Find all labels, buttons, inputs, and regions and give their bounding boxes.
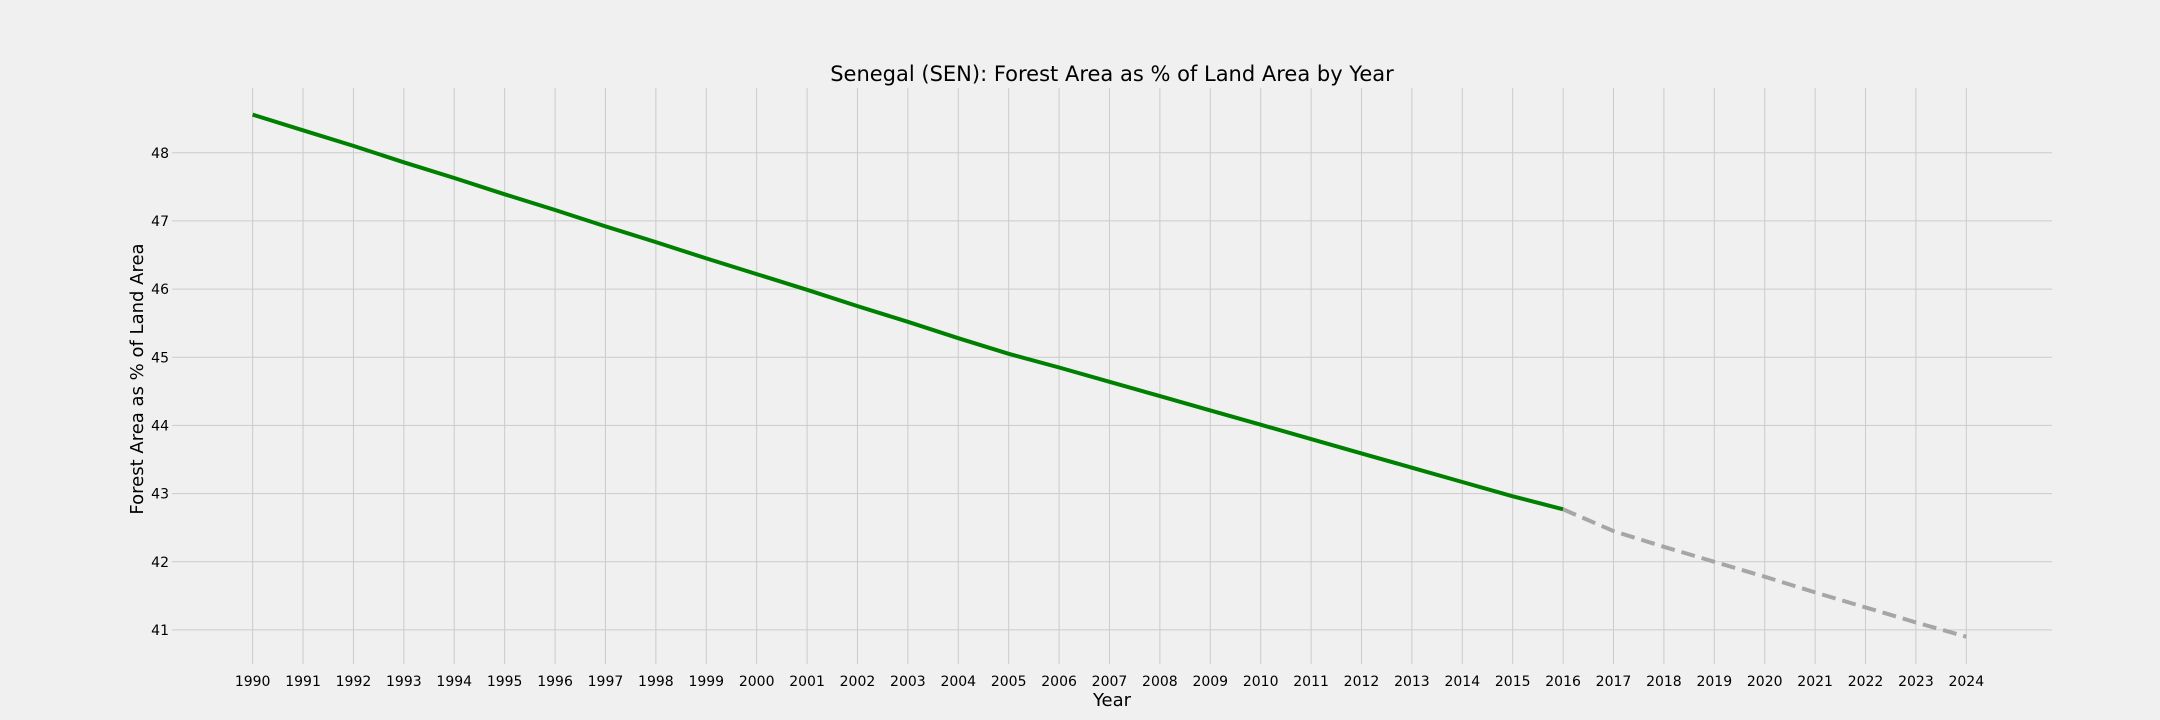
y-tick-label: 42 xyxy=(151,555,169,571)
x-tick-label: 2013 xyxy=(1394,674,1430,690)
historical-series-line xyxy=(252,112,1564,512)
x-tick-label: 2018 xyxy=(1646,674,1682,690)
x-tick-label: 2004 xyxy=(940,674,976,690)
y-axis-label: Forest Area as % of Land Area xyxy=(127,243,148,514)
y-tick-label: 43 xyxy=(151,487,169,503)
x-tick-label: 1996 xyxy=(537,674,573,690)
x-tick-label: 1999 xyxy=(688,674,724,690)
x-tick-label: 2000 xyxy=(739,674,775,690)
y-tick-label: 44 xyxy=(151,418,169,434)
x-tick-label: 2017 xyxy=(1596,674,1632,690)
x-tick-label: 1997 xyxy=(588,674,624,690)
x-tick-label: 2014 xyxy=(1444,674,1480,690)
x-tick-label: 1994 xyxy=(436,674,472,690)
x-tick-label: 1998 xyxy=(638,674,674,690)
x-tick-label: 2005 xyxy=(991,674,1027,690)
x-tick-label: 1995 xyxy=(487,674,523,690)
x-tick-label: 2009 xyxy=(1192,674,1228,690)
x-tick-label: 2020 xyxy=(1747,674,1783,690)
x-tick-label: 2024 xyxy=(1948,674,1984,690)
x-tick-label: 2021 xyxy=(1797,674,1833,690)
x-tick-label: 2007 xyxy=(1092,674,1128,690)
x-tick-label: 2010 xyxy=(1243,674,1279,690)
x-tick-label: 2003 xyxy=(890,674,926,690)
x-tick-label: 2019 xyxy=(1696,674,1732,690)
tick-layer: 1990 1991 1992 1993 1994 1995 1996 1997 1998 1999… xyxy=(151,146,1984,690)
x-tick-label: 2015 xyxy=(1495,674,1531,690)
y-tick-label: 41 xyxy=(151,623,169,639)
grid-layer xyxy=(172,88,2052,664)
x-tick-label: 2011 xyxy=(1293,674,1329,690)
x-tick-label: 2001 xyxy=(789,674,825,690)
y-tick-label: 47 xyxy=(151,214,169,230)
chart-title: Senegal (SEN): Forest Area as % of Land … xyxy=(830,62,1394,86)
series-layer xyxy=(252,112,1967,639)
x-tick-label: 2012 xyxy=(1344,674,1380,690)
x-tick-label: 2016 xyxy=(1545,674,1581,690)
x-tick-label: 1991 xyxy=(285,674,321,690)
x-tick-label: 1990 xyxy=(235,674,271,690)
projected-series-line xyxy=(1562,507,1967,639)
x-tick-label: 2002 xyxy=(840,674,876,690)
x-tick-label: 2022 xyxy=(1848,674,1884,690)
y-tick-label: 45 xyxy=(151,350,169,366)
y-tick-label: 48 xyxy=(151,146,169,162)
y-tick-label: 46 xyxy=(151,282,169,298)
x-tick-label: 1993 xyxy=(386,674,422,690)
x-tick-label: 2023 xyxy=(1898,674,1934,690)
x-tick-label: 1992 xyxy=(336,674,372,690)
x-tick-label: 2008 xyxy=(1142,674,1178,690)
x-tick-label: 2006 xyxy=(1041,674,1077,690)
x-axis-label: Year xyxy=(1092,690,1132,711)
